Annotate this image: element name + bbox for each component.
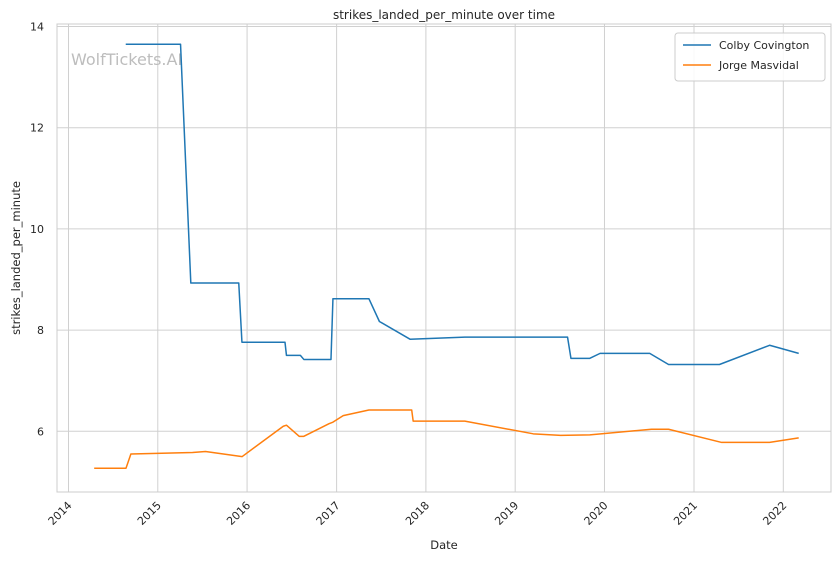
y-tick-label: 12	[30, 122, 44, 135]
legend: Colby Covington Jorge Masvidal	[674, 32, 826, 82]
legend-box	[674, 32, 826, 82]
y-tick-label: 14	[30, 21, 44, 34]
grid-lines	[57, 24, 831, 492]
legend-entry: Jorge Masvidal	[718, 59, 799, 72]
y-axis-label: strikes_landed_per_minute	[9, 181, 23, 335]
y-axis-ticks: 6 8 10 12 14	[30, 21, 44, 439]
y-tick-label: 6	[37, 425, 44, 438]
y-tick-label: 10	[30, 223, 44, 236]
series-line-2	[94, 409, 799, 469]
chart-title: strikes_landed_per_minute over time	[333, 8, 555, 22]
y-tick-label: 8	[37, 324, 44, 337]
legend-entry: Colby Covington	[719, 39, 809, 52]
series-line-1	[125, 43, 799, 366]
x-axis-label: Date	[430, 538, 458, 552]
series-lines	[94, 43, 799, 469]
watermark-text: WolfTickets.AI	[71, 50, 182, 69]
plot-area-frame	[56, 23, 832, 493]
